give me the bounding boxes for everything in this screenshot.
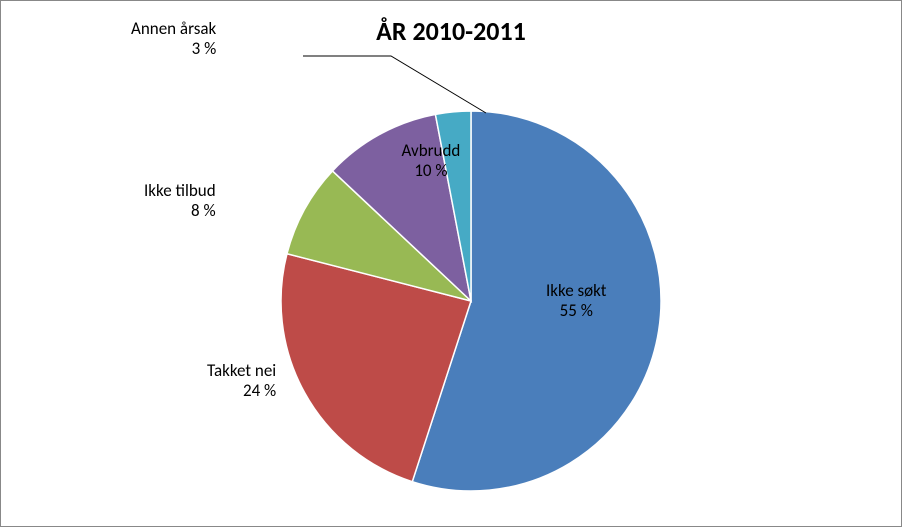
slice-label: Ikke søkt55 % <box>546 281 606 322</box>
slice-label: Annen årsak3 % <box>131 19 216 60</box>
slice-label-name: Annen årsak <box>131 19 216 39</box>
slice-label: Takket nei24 % <box>207 361 276 402</box>
slice-label-name: Takket nei <box>207 361 276 381</box>
slice-label-percent: 24 % <box>207 381 276 401</box>
slice-label-percent: 8 % <box>144 201 216 221</box>
pie-chart-svg <box>1 1 902 528</box>
slice-label-percent: 3 % <box>131 39 216 59</box>
leader-line <box>303 56 486 113</box>
slice-label-percent: 55 % <box>546 301 606 321</box>
slice-label-name: Avbrudd <box>402 141 461 161</box>
slice-label-percent: 10 % <box>402 161 461 181</box>
slice-label: Avbrudd10 % <box>402 141 461 182</box>
chart-frame: ÅR 2010-2011 Ikke søkt55 %Takket nei24 %… <box>0 0 902 527</box>
slice-label-name: Ikke søkt <box>546 281 606 301</box>
slice-label-name: Ikke tilbud <box>144 181 216 201</box>
slice-label: Ikke tilbud8 % <box>144 181 216 222</box>
